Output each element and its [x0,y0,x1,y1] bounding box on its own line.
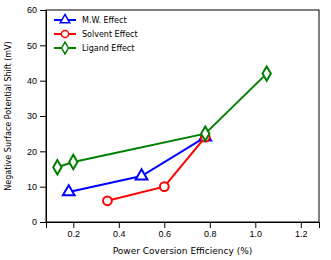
tick: 0.8 [204,222,217,239]
axis-line [47,223,320,229]
tick-label: 60 [27,5,37,15]
y-axis-title: Negative Surface Potential Shift (mV) [4,41,13,190]
y-axis: 0 10 20 30 40 50 60 [27,5,47,227]
tick: 1.0 [250,222,263,239]
x-axis-title: Power Coversion Efficiency (%) [113,246,252,256]
tick-mark [40,116,46,117]
tick: 50 [27,41,46,51]
tick-mark [255,222,256,228]
tick-label: 1.2 [295,229,308,239]
x-axis: 0.2 0.4 0.6 0.8 1.0 1.2 [47,222,320,239]
tick: 0.4 [113,222,126,239]
tick: 20 [27,147,46,157]
legend: M.W. Effect Solvent Effect Ligand Effect [54,14,138,53]
legend-entry: M.W. Effect [54,14,127,24]
chart: 0.2 0.4 0.6 0.8 1.0 1.2 0 10 20 30 40 50 60 M.W. Effe… [0,0,331,260]
axis-line [40,11,47,223]
tick: 30 [27,111,46,121]
series-line [69,137,206,192]
point [103,196,112,205]
tick-label: 30 [27,111,37,121]
legend-label: Solvent Effect [82,30,138,39]
tick-mark [119,222,120,228]
tick: 10 [27,182,46,192]
data-layer [53,66,271,205]
legend-entry: Ligand Effect [54,42,134,54]
tick: 40 [27,76,46,86]
tick: 0.6 [159,222,172,239]
legend-marker [62,42,69,54]
tick: 1.2 [295,222,308,239]
tick: 0.2 [68,222,81,239]
tick-mark [210,222,211,228]
tick-mark [40,10,46,11]
tick-label: 0.4 [113,229,126,239]
legend-marker [60,14,70,22]
tick-mark [164,222,165,228]
legend-label: M.W. Effect [82,16,127,25]
tick-mark [73,222,74,228]
point [136,169,148,179]
plot-area: 0.2 0.4 0.6 0.8 1.0 1.2 0 10 20 30 40 50 60 M.W. Effe… [27,5,320,239]
series-line [107,137,205,201]
point [201,126,209,140]
legend-entry: Solvent Effect [54,30,138,39]
tick-mark [40,151,46,152]
tick-label: 40 [27,76,37,86]
tick-mark [301,222,302,228]
series-line [57,74,266,168]
tick-label: 0.2 [68,229,81,239]
tick-label: 10 [27,182,37,192]
point [63,185,75,195]
point [69,155,77,169]
tick-mark [40,222,46,223]
tick-label: 0.6 [159,229,172,239]
plot-frame [46,10,319,222]
tick-mark [40,81,46,82]
tick: 0 [32,217,46,227]
tick-label: 20 [27,147,37,157]
point [53,160,61,174]
tick-label: 1.0 [250,229,263,239]
tick-label: 0.8 [204,229,217,239]
tick-label: 50 [27,41,37,51]
tick: 60 [27,5,46,15]
tick-label: 0 [32,217,37,227]
point [263,66,271,80]
legend-marker [61,30,68,37]
point [160,182,169,191]
tick-mark [40,187,46,188]
legend-label: Ligand Effect [82,44,134,53]
tick-mark [40,45,46,46]
